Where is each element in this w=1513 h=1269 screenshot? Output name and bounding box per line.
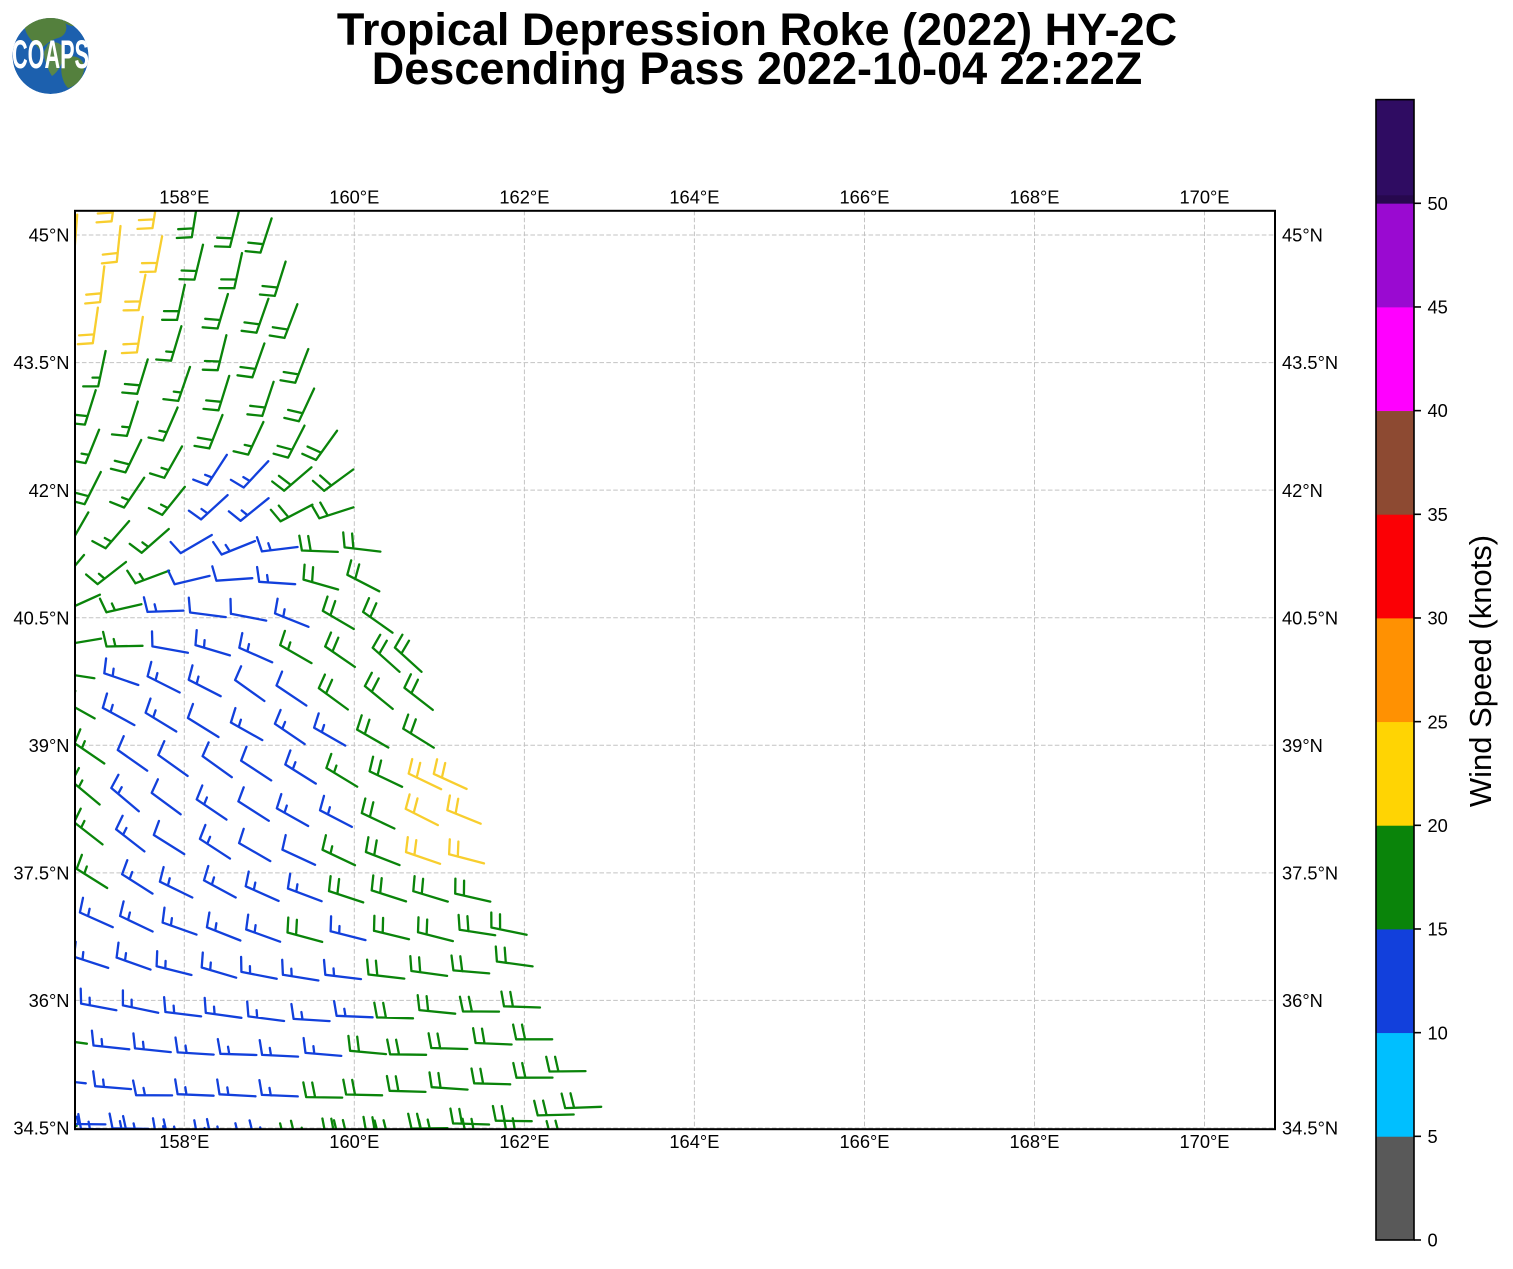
svg-text:36°N: 36°N: [29, 990, 70, 1011]
svg-text:50: 50: [1428, 193, 1448, 214]
svg-text:Tropical Depression Roke (2022: Tropical Depression Roke (2022) HY-2C: [337, 4, 1177, 55]
svg-text:43.5°N: 43.5°N: [13, 352, 69, 373]
svg-text:35: 35: [1428, 504, 1448, 525]
svg-text:164°E: 164°E: [669, 187, 719, 208]
svg-text:COAPS: COAPS: [12, 33, 89, 77]
svg-text:45: 45: [1428, 297, 1448, 318]
svg-text:166°E: 166°E: [839, 1131, 889, 1152]
svg-text:39°N: 39°N: [1282, 735, 1323, 756]
svg-text:39°N: 39°N: [29, 735, 70, 756]
svg-text:40.5°N: 40.5°N: [1282, 607, 1338, 628]
svg-text:36°N: 36°N: [1282, 990, 1323, 1011]
svg-text:166°E: 166°E: [839, 187, 889, 208]
svg-text:37.5°N: 37.5°N: [13, 863, 69, 884]
svg-text:170°E: 170°E: [1179, 187, 1229, 208]
svg-text:45°N: 45°N: [29, 225, 70, 246]
svg-text:168°E: 168°E: [1009, 1131, 1059, 1152]
svg-text:160°E: 160°E: [329, 1131, 379, 1152]
svg-text:Wind Speed (knots): Wind Speed (knots): [1463, 535, 1498, 807]
svg-text:37.5°N: 37.5°N: [1282, 863, 1338, 884]
svg-text:43.5°N: 43.5°N: [1282, 352, 1338, 373]
svg-text:0: 0: [1428, 1230, 1438, 1251]
svg-text:40: 40: [1428, 400, 1448, 421]
svg-text:158°E: 158°E: [159, 1131, 209, 1152]
svg-text:25: 25: [1428, 711, 1448, 732]
svg-text:40.5°N: 40.5°N: [13, 607, 69, 628]
svg-text:10: 10: [1428, 1022, 1448, 1043]
svg-text:42°N: 42°N: [29, 480, 70, 501]
svg-text:Descending Pass 2022-10-04 22:: Descending Pass 2022-10-04 22:22Z: [372, 43, 1142, 94]
svg-text:160°E: 160°E: [329, 187, 379, 208]
svg-text:20: 20: [1428, 815, 1448, 836]
svg-text:158°E: 158°E: [159, 187, 209, 208]
svg-text:34.5°N: 34.5°N: [1282, 1118, 1338, 1139]
svg-text:162°E: 162°E: [499, 187, 549, 208]
svg-text:42°N: 42°N: [1282, 480, 1323, 501]
svg-text:168°E: 168°E: [1009, 187, 1059, 208]
svg-text:30: 30: [1428, 608, 1448, 629]
svg-text:170°E: 170°E: [1179, 1131, 1229, 1152]
svg-text:5: 5: [1428, 1126, 1438, 1147]
svg-text:45°N: 45°N: [1282, 225, 1323, 246]
svg-text:164°E: 164°E: [669, 1131, 719, 1152]
svg-text:34.5°N: 34.5°N: [13, 1118, 69, 1139]
svg-text:162°E: 162°E: [499, 1131, 549, 1152]
svg-text:15: 15: [1428, 919, 1448, 940]
